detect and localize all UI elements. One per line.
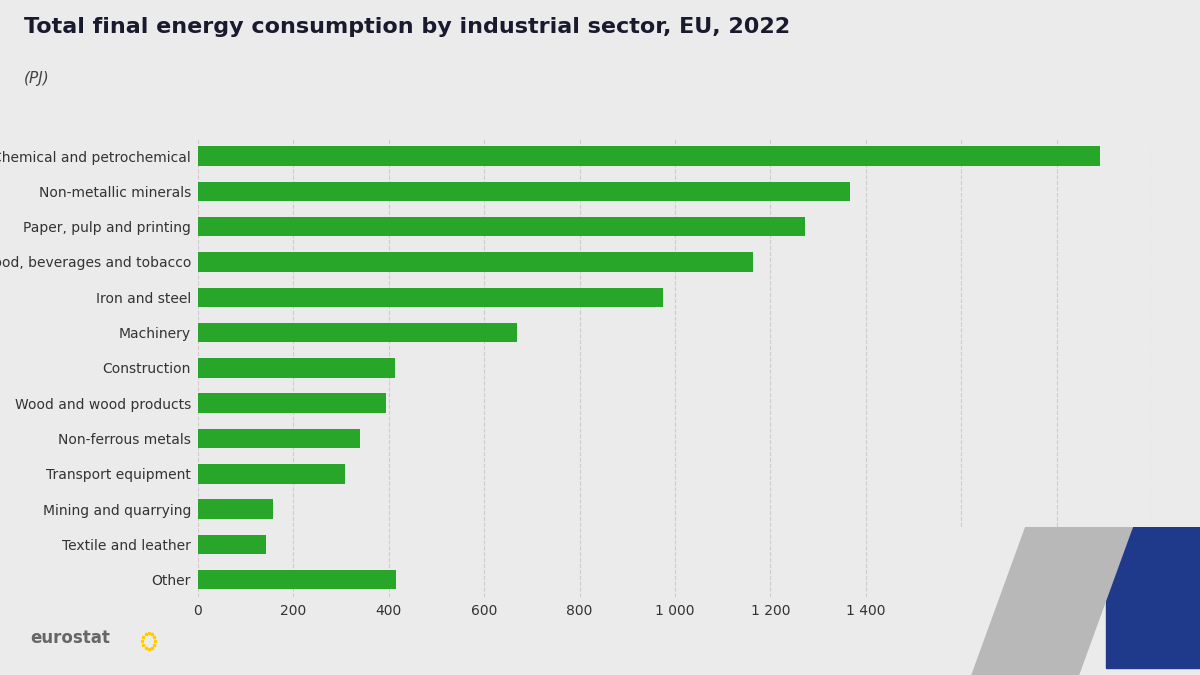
Bar [198,535,266,554]
Bar [198,323,517,342]
Text: eurostat: eurostat [30,629,110,647]
Bar [198,288,664,307]
Bar [198,252,752,271]
Bar [198,429,360,448]
Polygon shape [930,526,1025,675]
Text: (PJ): (PJ) [24,71,49,86]
Bar [198,358,395,377]
Bar [198,500,274,519]
Polygon shape [943,526,1133,675]
Bar [198,217,805,236]
Bar [198,464,344,483]
Bar [198,570,396,589]
Polygon shape [1105,526,1200,668]
Bar [198,182,850,201]
Text: Total final energy consumption by industrial sector, EU, 2022: Total final energy consumption by indust… [24,17,790,37]
Bar [198,394,386,413]
Polygon shape [971,526,1133,675]
Bar [198,146,1100,166]
